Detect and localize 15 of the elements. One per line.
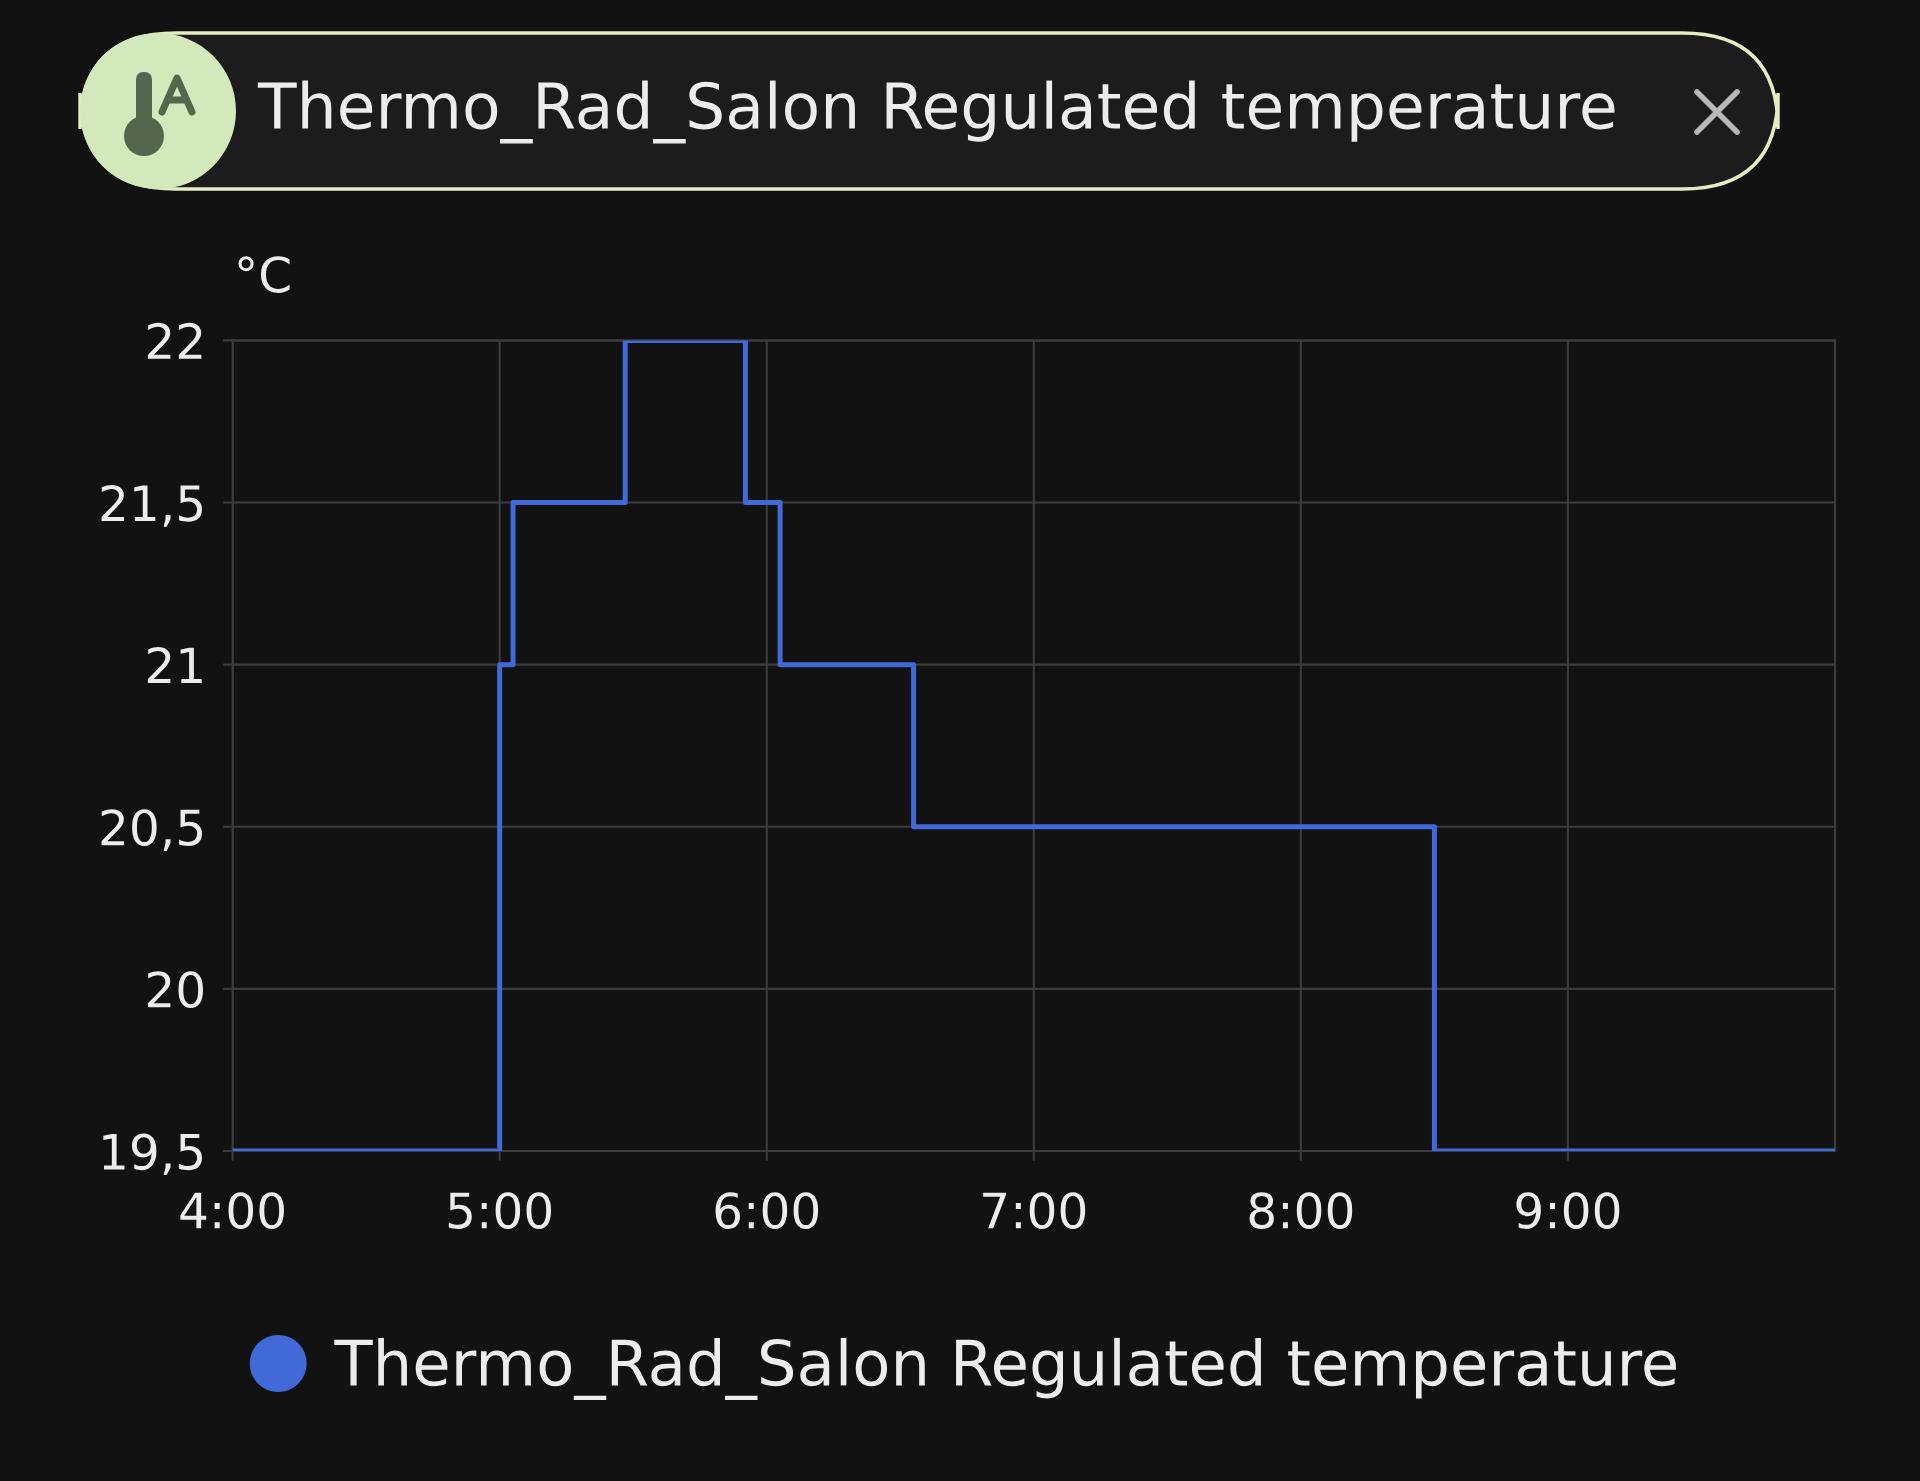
x-tick-label: 5:00 bbox=[448, 1192, 552, 1229]
y-tick-label: 20 bbox=[147, 971, 203, 1009]
x-tick-label: 4:00 bbox=[180, 1192, 284, 1229]
x-tick-label: 7:00 bbox=[983, 1192, 1086, 1229]
x-tick-label: 6:00 bbox=[715, 1192, 819, 1229]
y-tick-label: 20,5 bbox=[101, 809, 202, 851]
legend-label: Thermo_Rad_Salon Regulated temperature bbox=[334, 1337, 1676, 1401]
x-tick-label: 9:00 bbox=[1516, 1192, 1620, 1229]
x-tick-label: 8:00 bbox=[1249, 1192, 1353, 1229]
y-tick-label: 22 bbox=[147, 322, 202, 359]
y-axis-title: °C bbox=[238, 256, 290, 293]
y-tick-label: 21 bbox=[147, 647, 202, 684]
y-tick-label: 19,5 bbox=[103, 1133, 202, 1176]
y-tick-label: 21,5 bbox=[101, 484, 202, 527]
chart-title: Thermo_Rad_Salon Regulated temperature bbox=[257, 80, 1615, 144]
